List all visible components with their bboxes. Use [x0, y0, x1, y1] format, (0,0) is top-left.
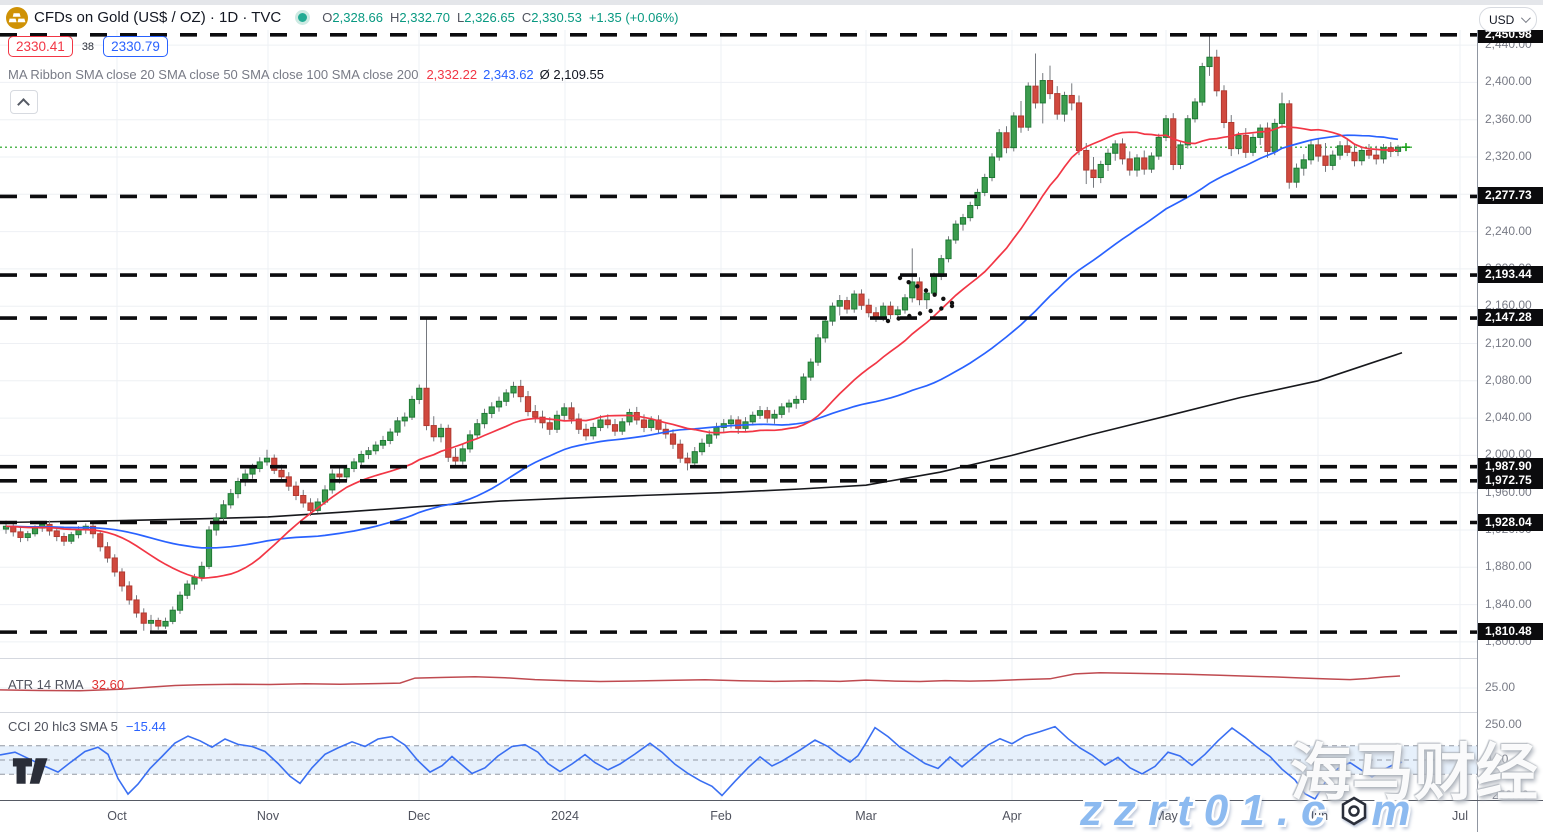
- ma-average-value: Ø 2,109.55: [539, 67, 604, 82]
- time-axis-label: Jul: [1452, 809, 1468, 823]
- blue-price-tag[interactable]: 2330.79: [103, 36, 168, 57]
- legend-collapse-button[interactable]: [10, 90, 38, 114]
- red-price-tag[interactable]: 2330.41: [8, 36, 73, 57]
- atr-value: 32.60: [91, 677, 125, 692]
- site-watermark-right: m: [1371, 786, 1423, 832]
- price-level-tag: 1,987.90: [1478, 457, 1543, 475]
- open-value: 2,328.66: [332, 10, 383, 25]
- cci-label: CCI 20 hlc3 SMA 5: [8, 719, 118, 734]
- chart-header: CFDs on Gold (US$ / OZ) · 1D · TVC O2,32…: [0, 5, 1543, 30]
- time-axis[interactable]: Oct Nov Dec 2024 Feb Mar Apr May Jun Jul: [0, 800, 1543, 832]
- cci-pane: [0, 745, 1477, 775]
- site-watermark: zzrt01.c m: [1080, 786, 1423, 832]
- time-axis-label: Jun: [1307, 809, 1329, 823]
- price-axis-label: 2,360.00: [1485, 111, 1532, 126]
- price-axis-label: 2,040.00: [1485, 410, 1532, 425]
- grid-layer: [0, 30, 1477, 800]
- ohlc-values: O2,328.66 H2,332.70 L2,326.65 C2,330.53 +1.3…: [322, 10, 678, 25]
- low-value: 2,326.65: [464, 10, 515, 25]
- time-axis-label: 2024: [551, 809, 579, 823]
- cjk-watermark: 海马财经: [1290, 739, 1539, 808]
- price-level-tag: 1,928.04: [1478, 513, 1543, 531]
- gold-symbol-icon: [6, 6, 28, 29]
- chevron-up-icon: [17, 98, 30, 111]
- currency-value: USD: [1489, 12, 1515, 27]
- tag-gap-value: 38: [81, 40, 95, 53]
- time-axis-label: Dec: [407, 809, 431, 823]
- close-label: C: [521, 10, 532, 25]
- atr-label: ATR 14 RMA: [8, 677, 84, 692]
- ma-ribbon-legend[interactable]: MA Ribbon SMA close 20 SMA close 50 SMA …: [8, 67, 604, 82]
- sma50-line: [5, 134, 1399, 549]
- price-level-tag: 2,277.73: [1478, 187, 1543, 205]
- cci-value: −15.44: [125, 719, 166, 734]
- price-level-tag: 2,193.44: [1478, 266, 1543, 284]
- change-value: +1.35 (+0.06%): [588, 10, 679, 25]
- price-level-tag: 1,810.48: [1478, 623, 1543, 641]
- low-label: L: [457, 10, 465, 25]
- price-axis-label: 2,120.00: [1485, 335, 1532, 350]
- time-axis-label: Mar: [855, 809, 877, 823]
- market-status-icon[interactable]: [295, 10, 311, 25]
- atr-line: [0, 671, 1401, 692]
- top-strip: [0, 0, 1543, 5]
- cci-axis-label: 0.00: [1485, 752, 1509, 766]
- time-axis-label: Apr: [1002, 809, 1022, 823]
- time-axis-label: May: [1154, 809, 1178, 823]
- gear-icon: [1342, 796, 1367, 826]
- currency-dropdown[interactable]: USD: [1479, 7, 1537, 32]
- price-axis-label: 2,160.00: [1485, 298, 1532, 313]
- sma50-value: 2,343.62: [483, 67, 534, 82]
- close-value: 2,330.53: [531, 10, 582, 25]
- price-axis-label: 2,400.00: [1485, 74, 1532, 89]
- pattern-annotation: [885, 275, 955, 324]
- time-axis-label: Feb: [710, 809, 732, 823]
- price-level-tag: 2,450.98: [1478, 30, 1543, 43]
- price-axis-label: 1,840.00: [1485, 596, 1532, 611]
- symbol-title[interactable]: CFDs on Gold (US$ / OZ) · 1D · TVC: [34, 9, 282, 26]
- cci-line: [0, 725, 1403, 801]
- time-axis-label: Nov: [256, 809, 280, 823]
- site-watermark-left: zzrt01.c: [1080, 786, 1338, 832]
- price-tag-row: 2330.41 38 2330.79: [8, 36, 168, 57]
- price-axis-label: 1,880.00: [1485, 559, 1532, 574]
- cci-axis-label: 250.00: [1485, 716, 1522, 731]
- chart-area[interactable]: [0, 30, 1477, 801]
- candles-layer: [2, 35, 1402, 632]
- high-label: H: [390, 10, 400, 25]
- price-level-tag: 2,147.28: [1478, 309, 1543, 327]
- cci-axis-label: −250.00: [1485, 787, 1529, 801]
- open-label: O: [322, 10, 333, 25]
- price-chart-svg[interactable]: [0, 30, 1477, 801]
- axis-separator: [1477, 801, 1478, 832]
- ma-ribbon-label: MA Ribbon SMA close 20 SMA close 50 SMA …: [8, 67, 419, 82]
- ma-black-line: [0, 352, 1403, 524]
- price-axis-label: 2,240.00: [1485, 223, 1532, 238]
- price-axis-label: 2,320.00: [1485, 149, 1532, 163]
- high-value: 2,332.70: [399, 10, 450, 25]
- sma20-line: [5, 125, 1399, 580]
- price-axis-label: 2,080.00: [1485, 372, 1532, 387]
- price-axis[interactable]: 1,800.001,840.001,880.001,920.001,960.00…: [1477, 30, 1543, 800]
- atr-legend[interactable]: ATR 14 RMA 32.60: [8, 677, 124, 692]
- atr-axis-label: 25.00: [1485, 680, 1516, 694]
- chevron-down-icon: [1521, 13, 1532, 24]
- current-price-marker: [1402, 143, 1410, 152]
- price-level-tag: 1,972.75: [1478, 471, 1543, 489]
- tradingview-logo-icon[interactable]: [12, 756, 52, 786]
- cci-legend[interactable]: CCI 20 hlc3 SMA 5 −15.44: [8, 719, 166, 734]
- sma20-value: 2,332.22: [426, 67, 478, 82]
- time-axis-label: Oct: [107, 809, 127, 823]
